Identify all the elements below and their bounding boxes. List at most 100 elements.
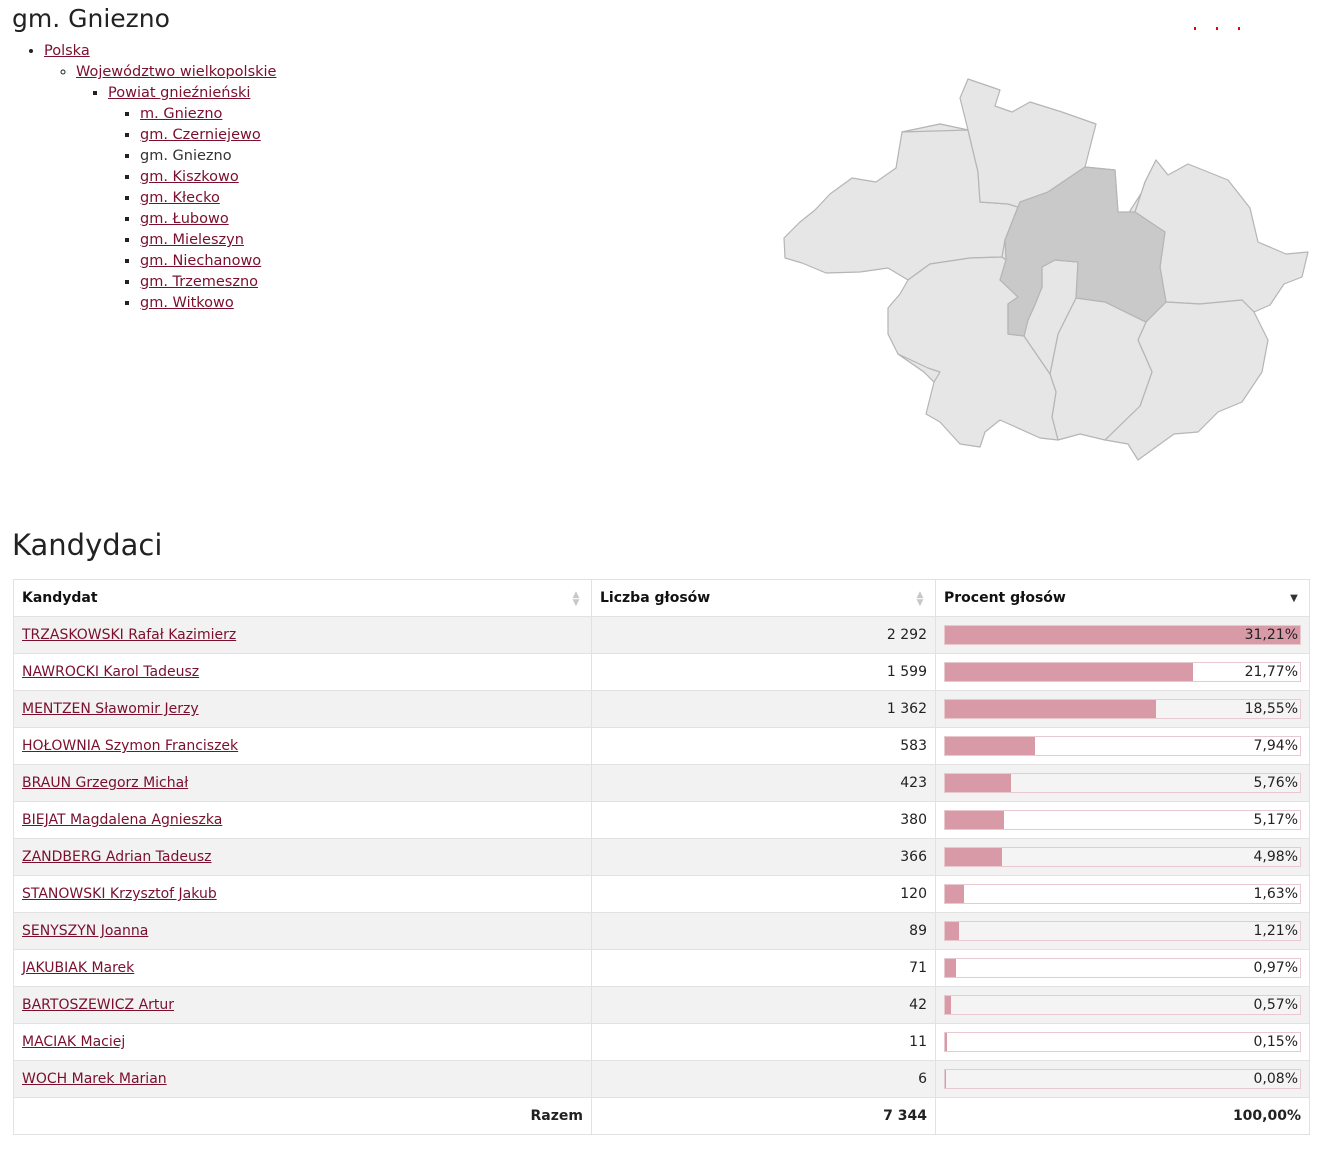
candidate-link[interactable]: STANOWSKI Krzysztof Jakub — [22, 886, 217, 902]
municipality-link[interactable]: gm. Kłecko — [140, 190, 220, 206]
percent-value: 7,94% — [1253, 738, 1298, 754]
percent-cell: 0,15% — [935, 1023, 1310, 1061]
municipality-list: m. Gniezno gm. Czerniejewo gm. Gniezno gm. … — [108, 104, 276, 314]
percent-bar: 0,97% — [944, 958, 1301, 978]
candidate-cell: MACIAK Maciej — [13, 1023, 592, 1061]
map-region-gm-gniezno[interactable] — [999, 166, 1167, 337]
percent-bar: 0,08% — [944, 1069, 1301, 1089]
percent-bar: 31,21% — [944, 625, 1301, 645]
candidates-heading: Kandydaci — [12, 528, 163, 562]
percent-bar-fill — [945, 959, 957, 977]
county-map — [783, 78, 1309, 461]
table-row: WOCH Marek Marian 6 0,08% — [13, 1060, 1310, 1098]
municipality-item: gm. Witkowo — [140, 293, 276, 314]
candidate-link[interactable]: MACIAK Maciej — [22, 1034, 126, 1050]
votes-cell: 42 — [591, 986, 936, 1024]
percent-bar-fill — [945, 700, 1156, 718]
sort-icon[interactable]: ▲ ▼ — [572, 590, 580, 608]
percent-bar: 21,77% — [944, 662, 1301, 682]
column-header-percent[interactable]: Procent głosów ▼ — [935, 579, 1310, 617]
votes-cell: 423 — [591, 764, 936, 802]
percent-bar-fill — [945, 811, 1004, 829]
municipality-item: gm. Kłecko — [140, 188, 276, 209]
breadcrumb-link-county[interactable]: Powiat gnieźnieński — [108, 85, 251, 101]
candidate-cell: HOŁOWNIA Szymon Franciszek — [13, 727, 592, 765]
percent-bar: 5,76% — [944, 773, 1301, 793]
column-header-label: Liczba głosów — [600, 590, 711, 606]
percent-cell: 0,57% — [935, 986, 1310, 1024]
percent-bar-fill — [945, 626, 1300, 644]
table-row: MENTZEN Sławomir Jerzy 1 362 18,55% — [13, 690, 1310, 728]
column-header-candidate[interactable]: Kandydat ▲ ▼ — [13, 579, 592, 617]
table-row: STANOWSKI Krzysztof Jakub 120 1,63% — [13, 875, 1310, 913]
table-row: HOŁOWNIA Szymon Franciszek 583 7,94% — [13, 727, 1310, 765]
column-header-votes[interactable]: Liczba głosów ▲ ▼ — [591, 579, 936, 617]
municipality-link[interactable]: gm. Trzemeszno — [140, 274, 259, 290]
municipality-item: gm. Mieleszyn — [140, 230, 276, 251]
votes-cell: 366 — [591, 838, 936, 876]
votes-cell: 380 — [591, 801, 936, 839]
percent-value: 5,17% — [1253, 812, 1298, 828]
candidate-link[interactable]: ZANDBERG Adrian Tadeusz — [22, 849, 212, 865]
candidate-link[interactable]: BRAUN Grzegorz Michał — [22, 775, 189, 791]
percent-cell: 1,63% — [935, 875, 1310, 913]
candidate-link[interactable]: TRZASKOWSKI Rafał Kazimierz — [22, 627, 237, 643]
percent-cell: 21,77% — [935, 653, 1310, 691]
column-header-label: Kandydat — [22, 590, 98, 606]
percent-bar-fill — [945, 996, 952, 1014]
candidate-link[interactable]: BARTOSZEWICZ Artur — [22, 997, 175, 1013]
percent-cell: 0,97% — [935, 949, 1310, 987]
candidate-cell: STANOWSKI Krzysztof Jakub — [13, 875, 592, 913]
municipality-link[interactable]: gm. Niechanowo — [140, 253, 262, 269]
municipality-link[interactable]: gm. Mieleszyn — [140, 232, 244, 248]
votes-cell: 120 — [591, 875, 936, 913]
table-row: NAWROCKI Karol Tadeusz 1 599 21,77% — [13, 653, 1310, 691]
candidate-cell: JAKUBIAK Marek — [13, 949, 592, 987]
percent-bar-fill — [945, 737, 1036, 755]
breadcrumb-item-voivodeship: Województwo wielkopolskie Powiat gnieźni… — [76, 62, 276, 314]
votes-cell: 11 — [591, 1023, 936, 1061]
candidate-link[interactable]: WOCH Marek Marian — [22, 1071, 167, 1087]
table-row: ZANDBERG Adrian Tadeusz 366 4,98% — [13, 838, 1310, 876]
percent-cell: 5,76% — [935, 764, 1310, 802]
candidate-cell: BIEJAT Magdalena Agnieszka — [13, 801, 592, 839]
candidate-link[interactable]: BIEJAT Magdalena Agnieszka — [22, 812, 223, 828]
candidate-link[interactable]: JAKUBIAK Marek — [22, 960, 135, 976]
municipality-link[interactable]: gm. Czerniejewo — [140, 127, 261, 143]
municipality-link[interactable]: gm. Kiszkowo — [140, 169, 239, 185]
municipality-link[interactable]: gm. Łubowo — [140, 211, 229, 227]
percent-value: 18,55% — [1244, 701, 1298, 717]
map-region-mieleszyn[interactable] — [897, 353, 941, 383]
percent-bar: 5,17% — [944, 810, 1301, 830]
municipality-link[interactable]: m. Gniezno — [140, 106, 223, 122]
percent-bar: 4,98% — [944, 847, 1301, 867]
candidate-link[interactable]: HOŁOWNIA Szymon Franciszek — [22, 738, 239, 754]
table-row: TRZASKOWSKI Rafał Kazimierz 2 292 31,21% — [13, 616, 1310, 654]
table-header-row: Kandydat ▲ ▼ Liczba głosów ▲ ▼ Procent gło… — [13, 579, 1310, 617]
candidate-cell: MENTZEN Sławomir Jerzy — [13, 690, 592, 728]
breadcrumb-item-country: Polska Województwo wielkopolskie Powiat … — [44, 41, 276, 314]
breadcrumb-link-country[interactable]: Polska — [44, 43, 90, 59]
top-decoration — [1194, 27, 1244, 33]
votes-cell: 2 292 — [591, 616, 936, 654]
percent-value: 31,21% — [1244, 627, 1298, 643]
page-title: gm. Gniezno — [12, 4, 170, 33]
breadcrumb-link-voivodeship[interactable]: Województwo wielkopolskie — [76, 64, 277, 80]
sort-icon[interactable]: ▲ ▼ — [916, 590, 924, 608]
candidate-cell: BARTOSZEWICZ Artur — [13, 986, 592, 1024]
percent-bar-fill — [945, 1033, 947, 1051]
candidate-link[interactable]: NAWROCKI Karol Tadeusz — [22, 664, 200, 680]
percent-cell: 7,94% — [935, 727, 1310, 765]
map-region-klecko[interactable] — [901, 78, 1097, 208]
candidate-link[interactable]: SENYSZYN Joanna — [22, 923, 149, 939]
percent-cell: 1,21% — [935, 912, 1310, 950]
candidate-link[interactable]: MENTZEN Sławomir Jerzy — [22, 701, 199, 717]
municipality-link[interactable]: gm. Witkowo — [140, 295, 234, 311]
percent-bar-fill — [945, 774, 1011, 792]
percent-bar: 1,21% — [944, 921, 1301, 941]
percent-bar-fill — [945, 1070, 946, 1088]
sort-descending-icon[interactable]: ▼ — [1290, 593, 1298, 604]
percent-cell: 5,17% — [935, 801, 1310, 839]
total-label: Razem — [13, 1097, 592, 1135]
votes-cell: 89 — [591, 912, 936, 950]
